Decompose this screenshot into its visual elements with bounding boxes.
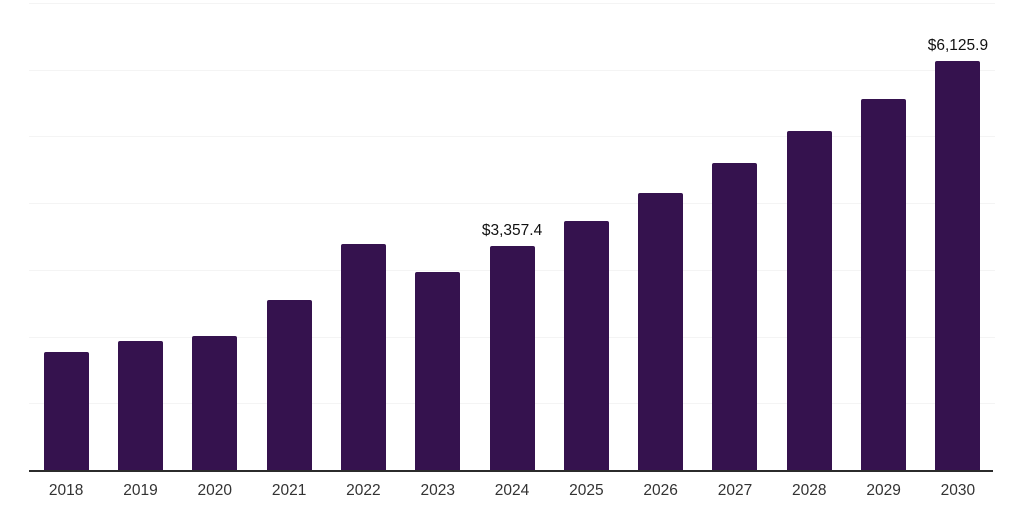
bar-value-label-2024: $3,357.4	[481, 222, 543, 240]
x-tick-label-2025: 2025	[569, 482, 604, 499]
bar-2023	[415, 272, 461, 470]
x-tick-label-2027: 2027	[717, 482, 753, 499]
x-tick-label-2019: 2019	[123, 482, 158, 499]
bar-2020	[192, 335, 238, 470]
bar-2024	[489, 246, 535, 470]
bars-container: $3,357.4 $6,125.9	[29, 3, 995, 470]
x-tick-label-2029: 2029	[866, 482, 901, 499]
x-tick-label-2024: 2024	[494, 482, 530, 499]
bar-slot-2028	[772, 3, 846, 470]
x-tick-label-2023: 2023	[420, 482, 455, 499]
bar-slot-2023	[401, 3, 475, 470]
bar-slot-2021	[252, 3, 326, 470]
gridline-6000	[29, 69, 995, 71]
x-axis-line	[29, 470, 993, 472]
gridline-4000	[29, 203, 995, 205]
bar-slot-2024: $3,357.4	[475, 3, 549, 470]
x-tick-label-2026: 2026	[643, 482, 678, 499]
bar-slot-2018	[29, 3, 103, 470]
bar-2018	[43, 351, 89, 470]
bar-slot-2025	[549, 3, 623, 470]
bar-slot-2020	[178, 3, 252, 470]
bar-2026	[638, 193, 684, 470]
bar-slot-2029	[846, 3, 920, 470]
gridline-5000	[29, 136, 995, 138]
x-axis-tick-labels: 2018 2019 2020 2021 2022 2023 2024 2025 2026 2027…	[29, 482, 995, 500]
bar-slot-2030: $6,125.9	[921, 3, 995, 470]
x-tick-label-2021: 2021	[271, 482, 307, 499]
bar-2021	[266, 299, 312, 470]
bar-2029	[861, 99, 907, 470]
bar-slot-2022	[326, 3, 400, 470]
bar-slot-2019	[103, 3, 177, 470]
bar-2022	[340, 244, 386, 470]
bar-slot-2027	[698, 3, 772, 470]
bar-2025	[563, 220, 609, 470]
x-tick-label-2020: 2020	[197, 482, 233, 499]
plot-area: $3,357.4 $6,125.9	[29, 3, 995, 470]
bar-2019	[117, 340, 163, 470]
x-tick-label-2030: 2030	[940, 482, 976, 499]
gridline-7000	[29, 3, 995, 4]
bar-2027	[712, 162, 758, 470]
bar-slot-2026	[624, 3, 698, 470]
x-tick-label-2018: 2018	[48, 482, 84, 499]
x-tick-label-2028: 2028	[792, 482, 827, 499]
x-tick-label-2022: 2022	[346, 482, 381, 499]
bar-value-label-2030: $6,125.9	[927, 37, 989, 55]
bar-2030	[935, 61, 981, 470]
bar-2028	[786, 130, 832, 470]
